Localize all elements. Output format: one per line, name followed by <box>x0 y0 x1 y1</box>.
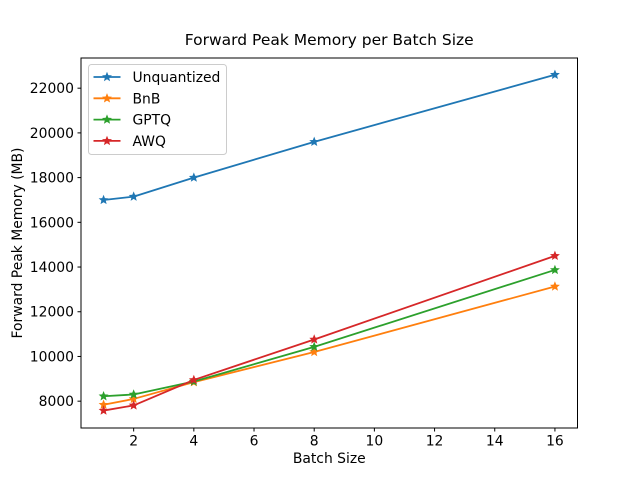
series-marker-gptq <box>549 264 560 275</box>
x-tick-label: 14 <box>486 434 504 450</box>
series-marker-unquantized <box>128 191 139 201</box>
x-tick-label: 2 <box>129 434 138 450</box>
legend-label: BnB <box>133 91 161 107</box>
series-marker-gptq <box>128 389 139 399</box>
series-marker-awq <box>309 334 320 344</box>
y-tick-label: 8000 <box>39 394 74 410</box>
chart-title: Forward Peak Memory per Batch Size <box>185 31 474 49</box>
y-tick-label: 12000 <box>30 305 74 321</box>
y-tick-label: 14000 <box>30 260 74 276</box>
x-tick-label: 12 <box>426 434 444 450</box>
x-tick-label: 10 <box>366 434 384 450</box>
y-tick-label: 18000 <box>30 171 74 187</box>
x-tick-label: 4 <box>189 434 198 450</box>
series-marker-bnb <box>128 393 139 404</box>
series-marker-unquantized <box>188 172 199 182</box>
legend-label: AWQ <box>133 134 166 150</box>
y-tick-label: 10000 <box>30 349 74 365</box>
series-marker-bnb <box>549 281 560 291</box>
series-marker-unquantized <box>309 136 320 147</box>
series-marker-awq <box>549 250 560 261</box>
x-tick-label: 16 <box>546 434 564 450</box>
series-marker-awq <box>128 400 139 410</box>
x-axis-label: Batch Size <box>293 451 366 467</box>
legend-sample-marker <box>102 93 112 103</box>
legend-sample-marker <box>102 71 112 82</box>
x-tick-label: 8 <box>310 434 319 450</box>
series-marker-unquantized <box>549 69 560 79</box>
series-marker-awq <box>188 374 199 385</box>
legend-box <box>88 64 227 155</box>
y-tick-label: 16000 <box>30 215 74 231</box>
legend-sample-marker <box>102 114 112 124</box>
y-tick-label: 22000 <box>30 81 74 97</box>
plot-frame <box>80 57 578 429</box>
series-marker-awq <box>98 405 109 415</box>
series-marker-gptq <box>309 341 320 352</box>
legend-label: Unquantized <box>133 70 221 86</box>
legend-label: GPTQ <box>133 113 172 129</box>
series-marker-bnb <box>309 346 320 357</box>
series-marker-bnb <box>98 399 109 409</box>
y-axis-label: Forward Peak Memory (MB) <box>10 148 26 339</box>
y-tick-label: 20000 <box>30 126 74 142</box>
x-tick-label: 6 <box>250 434 259 450</box>
legend-sample-marker <box>102 135 112 146</box>
series-marker-unquantized <box>98 194 109 205</box>
series-marker-gptq <box>98 391 109 401</box>
